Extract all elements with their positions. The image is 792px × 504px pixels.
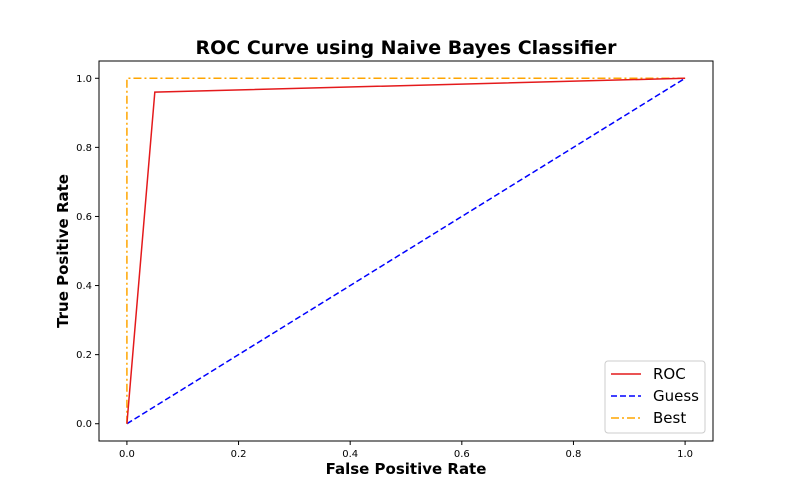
legend-label-guess: Guess: [653, 387, 699, 405]
y-tick-label: 0.2: [76, 350, 92, 361]
legend-label-best: Best: [653, 409, 686, 427]
y-axis-label: True Positive Rate: [54, 174, 72, 328]
y-tick-label: 1.0: [76, 74, 92, 85]
x-tick-label: 0.0: [119, 449, 135, 460]
series-line-roc: [126, 77, 686, 424]
series-line-best: [126, 77, 686, 424]
x-tick-label: 0.4: [342, 449, 358, 460]
y-tick-label: 0.6: [76, 212, 92, 223]
x-tick-label: 1.0: [677, 449, 693, 460]
legend-box: [604, 360, 706, 434]
series-line-guess: [126, 77, 686, 425]
chart-title: ROC Curve using Naive Bayes Classifier: [196, 37, 618, 59]
plot-frame: [98, 60, 714, 442]
legend-label-roc: ROC: [653, 365, 686, 383]
x-axis-label: False Positive Rate: [326, 460, 487, 478]
x-tick-label: 0.6: [454, 449, 470, 460]
y-tick-label: 0.4: [76, 281, 92, 292]
x-tick-label: 0.2: [231, 449, 247, 460]
y-tick-label: 0.8: [76, 143, 92, 154]
y-tick-label: 0.0: [76, 419, 92, 430]
x-tick-label: 0.8: [566, 449, 582, 460]
